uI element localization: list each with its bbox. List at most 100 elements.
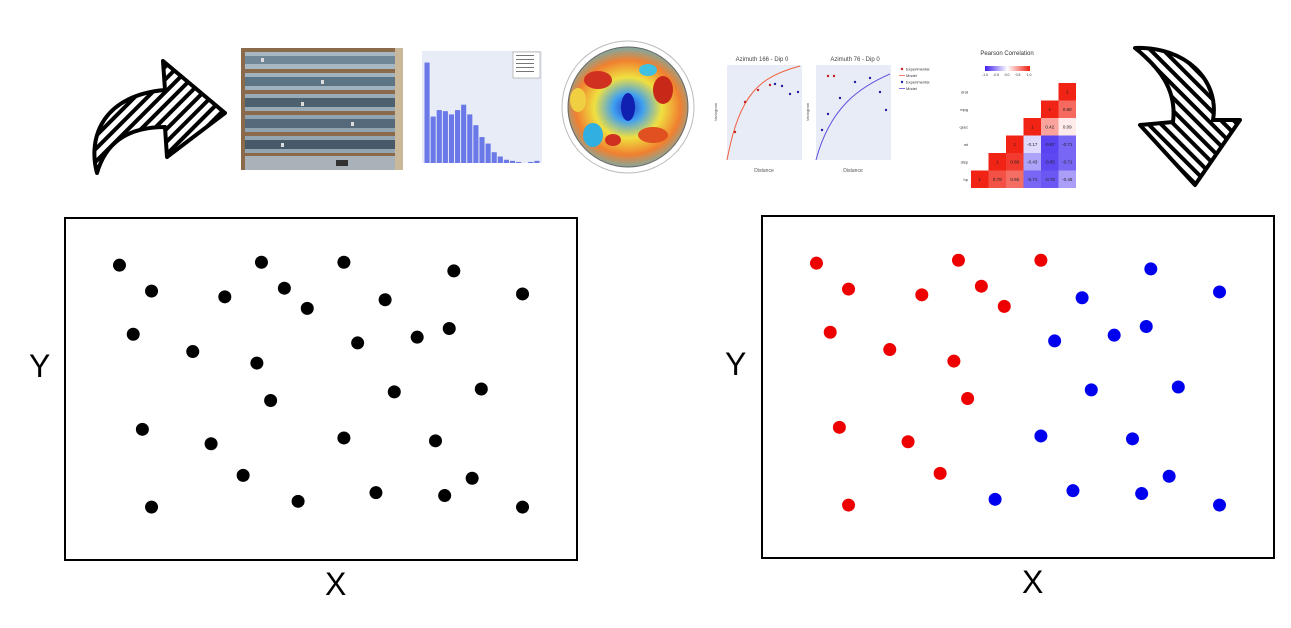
classified-point-blue-4 [1144,262,1158,276]
scatter-point-10 [300,301,314,315]
heatmap-cell-value: -0.78 [1045,177,1056,182]
right-scatter-plot [761,215,1275,559]
heatmap-row-label: mpg [960,107,968,112]
scatter-point-28 [438,489,452,503]
heatmap-cell-value: 1 [1013,142,1016,147]
left-y-axis-label: Y [29,348,51,384]
classified-point-red-3 [1034,253,1048,267]
heatmap-cell-value: 1 [1048,107,1051,112]
heatmap-title: Pearson Correlation [980,51,1033,57]
heatmap-cell-value: 1 [996,159,999,164]
colorbar-tick-4: 0.5 [1016,73,1021,77]
heatmap-col-label: mpg [1041,189,1050,190]
heatmap-row-label: drat [961,89,969,94]
heatmap-col-label: drat [1060,189,1069,190]
heatmap-cell [1006,135,1024,153]
heatmap-cell-value: 1 [1031,124,1034,129]
classified-point-blue-19 [1171,380,1185,394]
histogram-bar-16 [516,161,522,163]
variogram-legend-1: Experimental [906,67,929,72]
scatter-point-26 [369,486,383,500]
classified-point-blue-25 [1162,469,1176,483]
histogram-bar-2 [430,116,436,163]
heatmap-cell [1023,118,1041,136]
histogram-bar-14 [503,159,509,163]
heatmap-col-label: disp [989,189,998,190]
heatmap-cell [988,153,1006,171]
variogram-legend-3: Experimental [906,80,929,85]
classified-point-blue-28 [1135,487,1149,501]
left-scatter-plot [64,217,578,561]
scatter-point-4 [447,264,461,278]
classified-point-blue-16 [1139,320,1153,334]
classified-point-blue-22 [1034,429,1048,443]
variogram-legend-4: Model [906,86,917,91]
curved-arrow-right-icon [92,59,227,175]
heatmap-cell-value: 0.79 [993,177,1002,182]
histogram-bar-8 [467,114,473,163]
histogram-bar-5 [448,114,455,163]
histogram-bar-3 [436,110,442,163]
heatmap-cell [971,170,989,188]
scatter-point-14 [351,336,365,350]
heatmap-cell [1006,170,1024,188]
scatter-point-22 [337,431,351,445]
heatmap-cell [1058,153,1076,171]
right-y-axis-label: Y [725,346,747,382]
scatter-point-13 [250,356,264,370]
histogram-bar-6 [455,110,461,163]
scatter-point-19 [474,382,488,396]
classified-point-red-17 [961,392,975,406]
heatmap-cell [1058,170,1076,188]
variogram-xlabel-2: Distance [843,168,863,174]
histogram-bar-18 [528,161,534,163]
curved-arrow-down-icon [1133,45,1242,187]
heatmap-cell-value: -0.71 [1027,177,1038,182]
heatmap-cell [1058,118,1076,136]
scatter-point-18 [387,385,401,399]
scatter-point-1 [112,258,126,272]
classified-point-blue-26 [1066,484,1080,498]
colorbar-tick-2: -0.5 [993,73,999,77]
heatmap-cell-value: -0.71 [1062,142,1073,147]
histogram-thumbnail [410,48,545,172]
variogram-title-1: Azimuth 166 - Dip 0 [736,57,789,63]
scatter-point-16 [442,322,456,336]
scatter-point-5 [145,284,159,298]
heatmap-cell [1058,135,1076,153]
scatter-point-7 [277,281,291,295]
polar-heatmap-thumbnail [561,40,695,174]
heatmap-cell-value: 1 [978,177,981,182]
variogram-ylabel-1: Variogram [713,102,718,121]
right-x-axis-label: X [1022,564,1044,600]
classified-point-red-6 [915,288,929,302]
left-x-axis-label: X [325,566,347,602]
heatmap-cell-value: 0.89 [1010,159,1019,164]
scatter-point-17 [264,394,278,408]
classified-point-red-11 [823,325,837,339]
heatmap-cell-value: 0.66 [1010,177,1019,182]
scatter-point-29 [145,500,159,514]
histogram-bar-12 [491,152,497,163]
heatmap-cell-value: -0.85 [1045,159,1056,164]
scatter-point-27 [291,494,305,508]
heatmap-cell [1023,153,1041,171]
classified-point-blue-30 [1213,498,1227,512]
right-scatter-canvas [809,253,1227,512]
classified-point-blue-14 [1048,334,1062,348]
variogram-legend-2: Model [906,73,917,78]
heatmap-row-label: qsec [960,124,968,129]
histogram-bar-7 [461,104,467,163]
histogram-bar-13 [497,156,503,163]
classified-point-red-24 [933,466,947,480]
scatter-point-6 [218,290,232,304]
variogram-ylabel-2: Variogram [805,102,810,121]
heatmap-cell [1006,153,1024,171]
classified-point-red-1 [809,256,823,270]
colorbar-tick-1: -1.0 [982,73,988,77]
heatmap-cell [988,170,1006,188]
classified-point-red-12 [883,343,897,357]
classified-point-red-2 [951,253,965,267]
heatmap-cell [1041,100,1059,118]
scatter-point-30 [516,500,530,514]
